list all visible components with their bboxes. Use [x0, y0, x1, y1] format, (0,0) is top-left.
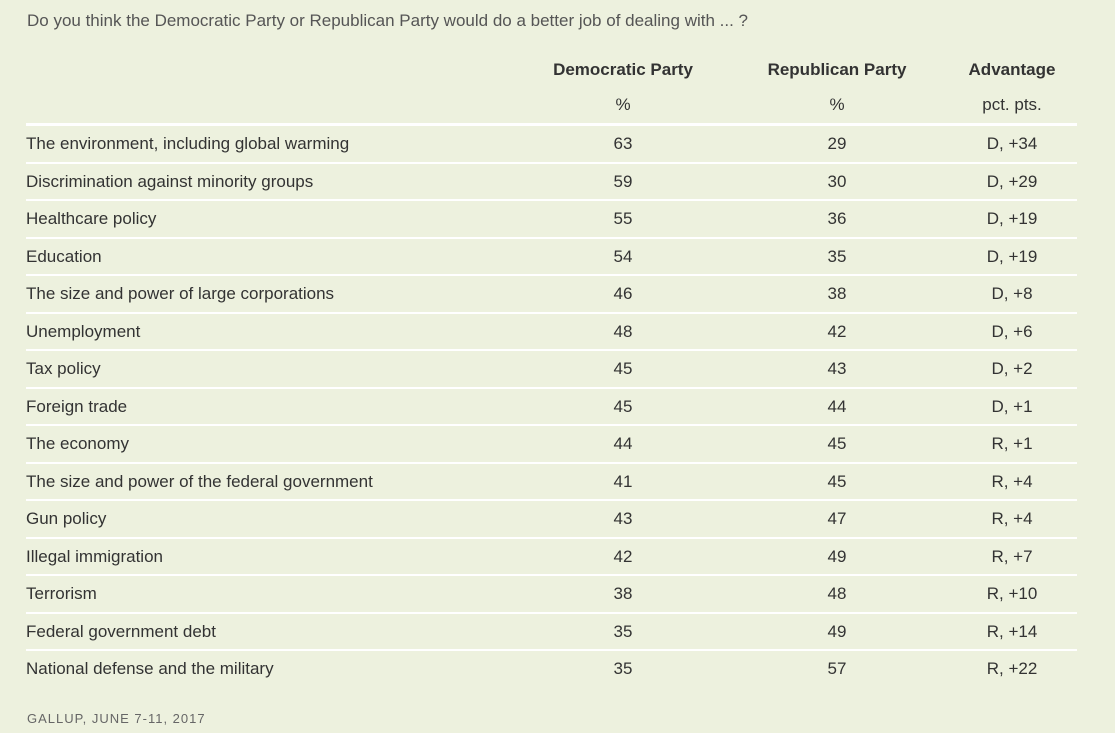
- table-row: The size and power of large corporations…: [26, 276, 1077, 314]
- header-unit: %: [829, 95, 845, 114]
- democratic-value: 44: [613, 434, 633, 453]
- republican-value: 49: [827, 621, 847, 641]
- header-title: Advantage: [968, 60, 1056, 79]
- democratic-value: 35: [613, 659, 633, 678]
- header-title: Republican Party: [767, 60, 907, 79]
- advantage-value: D, +8: [991, 284, 1033, 303]
- republican-value: 30: [827, 171, 847, 191]
- republican-value: 29: [827, 134, 847, 153]
- table-row: Tax policy 45 43 D, +2: [26, 351, 1077, 389]
- row-topic: Discrimination against minority groups: [26, 171, 314, 191]
- democratic-value: 38: [613, 584, 633, 603]
- table-header: Democratic Party % Republican Party % Ad…: [26, 55, 1077, 126]
- table-row: Foreign trade 45 44 D, +1: [26, 389, 1077, 426]
- row-topic: Federal government debt: [26, 621, 216, 641]
- row-topic: Illegal immigration: [26, 546, 163, 566]
- advantage-value: R, +22: [986, 659, 1038, 678]
- democratic-value: 45: [613, 359, 633, 378]
- advantage-value: R, +4: [991, 509, 1033, 528]
- republican-value: 48: [827, 584, 847, 603]
- row-topic: Terrorism: [26, 584, 97, 603]
- republican-value: 47: [827, 509, 847, 528]
- source-note: GALLUP, JUNE 7-11, 2017: [27, 711, 206, 726]
- row-topic: The environment, including global warmin…: [26, 134, 350, 153]
- advantage-value: R, +1: [991, 434, 1033, 453]
- democratic-value: 46: [613, 284, 633, 303]
- republican-value: 38: [827, 284, 847, 303]
- header-unit: pct. pts.: [982, 95, 1042, 114]
- row-topic: The size and power of the federal govern…: [26, 471, 373, 491]
- democratic-value: 45: [613, 396, 633, 416]
- advantage-value: R, +7: [991, 546, 1033, 566]
- democratic-value: 48: [613, 321, 633, 341]
- republican-value: 45: [827, 434, 847, 453]
- table-row: Terrorism 38 48 R, +10: [26, 576, 1077, 614]
- democratic-value: 59: [613, 171, 633, 191]
- republican-value: 45: [827, 471, 847, 491]
- republican-value: 49: [827, 546, 847, 566]
- row-topic: The size and power of large corporations: [26, 284, 335, 303]
- header-unit: %: [615, 95, 631, 114]
- table-row: Education 54 35 D, +19: [26, 239, 1077, 276]
- advantage-value: D, +19: [986, 246, 1038, 266]
- header-title: Democratic Party: [553, 60, 693, 79]
- democratic-value: 54: [613, 246, 633, 266]
- democratic-value: 35: [613, 621, 633, 641]
- table-row: Unemployment 48 42 D, +6: [26, 314, 1077, 351]
- table-row: The environment, including global warmin…: [26, 126, 1077, 164]
- row-topic: The economy: [26, 434, 129, 453]
- democratic-value: 42: [613, 546, 633, 566]
- republican-value: 35: [827, 246, 847, 266]
- row-topic: Gun policy: [26, 509, 107, 528]
- advantage-value: D, +1: [991, 396, 1033, 416]
- advantage-value: D, +34: [986, 134, 1038, 153]
- advantage-value: R, +14: [986, 621, 1038, 641]
- table-row: National defense and the military 35 57 R, …: [26, 651, 1077, 687]
- advantage-value: D, +19: [986, 209, 1038, 228]
- table-row: Gun policy 43 47 R, +4: [26, 501, 1077, 539]
- row-topic: Foreign trade: [26, 396, 128, 416]
- democratic-value: 55: [613, 209, 633, 228]
- republican-value: 42: [827, 321, 847, 341]
- democratic-value: 41: [613, 471, 633, 491]
- advantage-value: D, +2: [991, 359, 1033, 378]
- row-topic: National defense and the military: [26, 659, 274, 678]
- advantage-value: R, +10: [986, 584, 1038, 603]
- row-topic: Education: [26, 246, 102, 266]
- republican-value: 44: [827, 396, 847, 416]
- table-row: The economy 44 45 R, +1: [26, 426, 1077, 464]
- table-row: Healthcare policy 55 36 D, +19: [26, 201, 1077, 239]
- republican-value: 43: [827, 359, 847, 378]
- table-row: Illegal immigration 42 49 R, +7: [26, 539, 1077, 576]
- advantage-value: D, +29: [986, 171, 1038, 191]
- table-row: Discrimination against minority groups 59…: [26, 164, 1077, 201]
- democratic-value: 43: [613, 509, 633, 528]
- question-title: Do you think the Democratic Party or Rep…: [27, 11, 748, 30]
- row-topic: Healthcare policy: [26, 209, 157, 228]
- row-topic: Tax policy: [26, 359, 101, 378]
- row-topic: Unemployment: [26, 321, 141, 341]
- republican-value: 36: [827, 209, 847, 228]
- table-row: Federal government debt 35 49 R, +14: [26, 614, 1077, 651]
- advantage-value: D, +6: [991, 321, 1033, 341]
- democratic-value: 63: [613, 134, 633, 153]
- table-row: The size and power of the federal govern…: [26, 464, 1077, 501]
- republican-value: 57: [827, 659, 847, 678]
- advantage-value: R, +4: [991, 471, 1033, 491]
- table-body: The environment, including global warmin…: [26, 126, 1077, 687]
- results-table: Democratic Party % Republican Party % Ad…: [26, 55, 1077, 687]
